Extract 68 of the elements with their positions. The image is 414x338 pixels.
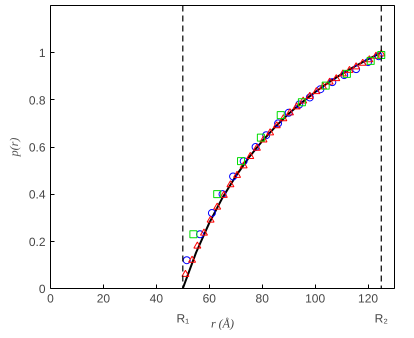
point bbox=[372, 52, 380, 59]
point bbox=[237, 157, 246, 166]
point bbox=[316, 85, 324, 94]
point bbox=[213, 190, 222, 198]
point bbox=[319, 82, 328, 90]
point bbox=[340, 71, 348, 80]
point bbox=[266, 128, 274, 136]
point bbox=[306, 92, 314, 99]
point bbox=[312, 87, 320, 94]
point bbox=[352, 65, 360, 74]
y-tick-label: 0 bbox=[38, 282, 46, 296]
point bbox=[188, 256, 196, 263]
y-tick-label: 0.4 bbox=[28, 188, 46, 202]
point bbox=[262, 131, 270, 140]
x-axis-title: r (Å) bbox=[211, 316, 234, 330]
point bbox=[196, 230, 204, 238]
x-tick-label: 80 bbox=[256, 292, 270, 306]
point bbox=[298, 98, 306, 106]
point bbox=[240, 161, 248, 168]
point bbox=[193, 242, 202, 249]
x-tick-label: 20 bbox=[96, 292, 110, 306]
point bbox=[295, 100, 304, 109]
y-tick-label: 0.2 bbox=[28, 234, 46, 249]
point bbox=[246, 152, 254, 159]
point bbox=[276, 111, 285, 120]
point bbox=[358, 58, 367, 66]
y-tick-label: 1 bbox=[38, 46, 46, 60]
point bbox=[338, 69, 347, 76]
point bbox=[233, 170, 242, 178]
point bbox=[229, 172, 238, 180]
point bbox=[182, 256, 191, 264]
x-tick-label: 60 bbox=[202, 292, 216, 306]
point bbox=[328, 78, 336, 86]
point bbox=[342, 70, 351, 78]
point bbox=[206, 216, 215, 223]
x-tick-label: 40 bbox=[150, 292, 164, 306]
point bbox=[256, 134, 265, 142]
point bbox=[213, 202, 222, 210]
point bbox=[240, 157, 248, 166]
point bbox=[352, 62, 360, 70]
point bbox=[346, 66, 354, 73]
y-tick-label: 0.8 bbox=[28, 93, 46, 108]
x-tick-label: 120 bbox=[358, 292, 378, 306]
point bbox=[260, 135, 268, 142]
x-tick-label: 100 bbox=[305, 292, 326, 306]
point bbox=[374, 52, 383, 60]
point bbox=[365, 55, 374, 62]
point bbox=[292, 102, 301, 110]
point bbox=[364, 58, 372, 66]
point bbox=[200, 228, 208, 236]
point bbox=[226, 180, 234, 188]
ref-line-label: R₁ bbox=[176, 312, 190, 326]
ref-line-label: R₂ bbox=[374, 312, 388, 326]
point bbox=[377, 49, 386, 56]
point bbox=[208, 209, 216, 218]
point bbox=[279, 114, 288, 122]
point bbox=[322, 82, 330, 90]
x-tick-label: 0 bbox=[47, 292, 54, 306]
point bbox=[189, 230, 198, 238]
point bbox=[306, 93, 314, 102]
y-tick-label: 0.6 bbox=[28, 140, 46, 154]
point bbox=[326, 78, 334, 85]
y-axis-title: p(r) bbox=[6, 138, 21, 158]
point bbox=[332, 74, 340, 82]
point bbox=[181, 270, 190, 277]
point bbox=[377, 51, 386, 60]
point bbox=[366, 56, 375, 65]
point bbox=[299, 96, 308, 104]
